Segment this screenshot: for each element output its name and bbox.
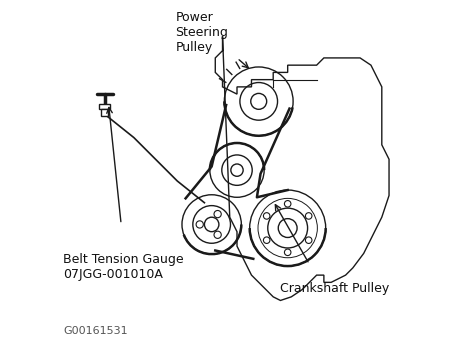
Text: G00161531: G00161531 (63, 326, 128, 336)
Text: Crankshaft Pulley: Crankshaft Pulley (281, 282, 390, 295)
Bar (101, 109, 109, 116)
Text: Belt Tension Gauge
07JGG-001010A: Belt Tension Gauge 07JGG-001010A (63, 253, 184, 281)
Polygon shape (215, 36, 389, 300)
Text: Power
Steering
Pulley: Power Steering Pulley (175, 11, 228, 54)
Bar (100, 104, 110, 109)
